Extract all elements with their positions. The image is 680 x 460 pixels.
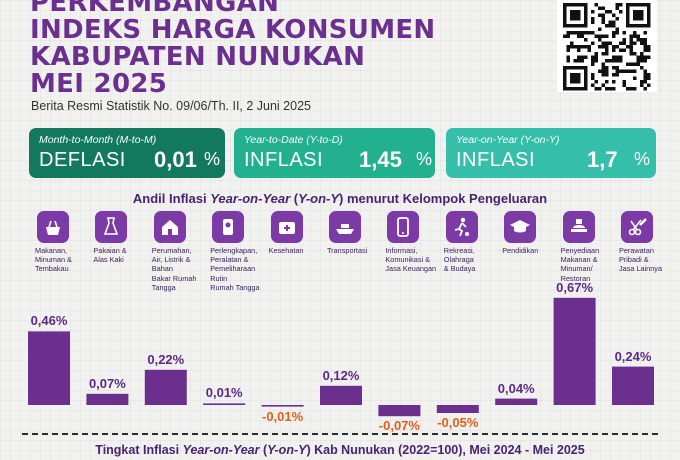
value-label: -0,01% [261,408,304,424]
bar-7 [378,405,421,417]
title-line: KABUPATEN NUNUKAN [30,42,366,72]
category-label: Perawatan Pribadi & Jasa Lainnya [619,246,663,274]
value-label: 0,22% [147,351,185,367]
category-label: Transportasi [327,246,368,255]
footer-title-part: ) Kab Nunukan (2022=100), Mei 2024 - Mei… [306,443,585,457]
bar-9 [495,398,538,405]
category-label: Perlengkapan, Peralatan & Pemeliharaan Ruti… [210,246,260,292]
footer-title: Tingkat Inflasi Year-on-Year (Y-on-Y) Ka… [0,443,680,457]
restaurant-icon [562,211,595,243]
category-label: Kesehatan [268,246,304,255]
report-subtitle: Berita Resmi Statistik No. 09/06/Th. II,… [31,99,311,113]
value-label: -0,07% [378,418,420,434]
category-label: Informasi, Komunikasi & Jasa Keuangan [385,246,437,274]
page-title: PERKEMBANGAN INDEKS HARGA KONSUMEN KABUP… [30,0,436,98]
qr-code-icon[interactable] [557,0,657,92]
category-label: Rekreasi, Olahraga & Budaya [443,246,476,274]
value-label: -0,05% [437,415,479,430]
scissors-comb-icon [621,211,653,243]
bar-2 [86,393,129,405]
value-label: 0,12% [322,367,360,383]
card-unit: % [634,149,651,169]
chart-title-part: Andil Inflasi [132,191,211,206]
dress-icon [95,211,128,243]
footer-title-part: ( [259,443,268,457]
title-line: MEI 2025 [30,69,168,99]
category-label: Pendidikan [502,246,539,255]
ship-icon [329,211,361,243]
footer-title-part: Y-on-Y [267,443,307,457]
value-label: 0,04% [497,380,535,396]
card-caption: Year-on-Year (Y-on-Y) [456,134,560,146]
bar-3 [144,369,187,405]
house-icon [153,211,186,243]
card-unit: % [416,149,433,169]
card-kind: INFLASI [456,149,536,171]
card-kind: INFLASI [244,149,324,171]
category-label: Penyediaan Makanan & Minuman/Restoran [560,246,600,283]
chart-title-part: Year-on-Year [210,191,291,206]
value-label: 0,46% [30,313,68,329]
card-unit: % [204,149,221,169]
card-value: 0,01 [154,147,197,172]
footer-title-part: Tingkat Inflasi [95,443,183,457]
category-label: Makanan, Minuman & Tembakau [35,246,72,274]
bar-6 [320,385,362,405]
chart-title-part: Y-on-Y [298,191,340,206]
card-caption: Month-to-Month (M-to-M) [39,134,157,146]
card-kind: DEFLASI [39,149,126,171]
bar-10 [553,297,596,405]
card-value: 1,45 [359,147,402,172]
bar-8 [436,405,479,413]
graduation-icon [504,211,537,243]
title-line: PERKEMBANGAN [30,0,280,18]
smartphone-icon [387,211,420,243]
medical-kit-icon [270,211,303,243]
bar-1 [28,331,70,405]
bar-4 [203,403,246,405]
chart-title-part: ( [290,191,299,206]
card-caption: Year-to-Date (Y-to-D) [244,134,343,146]
value-label: 0,67% [556,279,594,295]
value-label: 0,07% [88,375,126,391]
bar-5 [261,405,304,407]
category-label: Perumahan, Air, Listrik & Bahan Bakar Rumah… [151,246,197,292]
category-label: Pakaian & Alas Kaki [93,246,127,265]
title-line: INDEKS HARGA KONSUMEN [30,15,436,45]
card-value: 1,7 [587,147,618,172]
chart-title: Andil Inflasi Year-on-Year (Y-on-Y) menu… [0,191,680,206]
chart-title-part: ) menurut Kelompok Pengeluaran [339,191,548,206]
value-label: 0,01% [205,385,243,401]
yoy-card: Year-on-Year (Y-on-Y) INFLASI 1,7 % [446,128,656,178]
ytd-card: Year-to-Date (Y-to-D) INFLASI 1,45 % [234,128,435,178]
value-label: 0,24% [614,348,652,364]
soccer-player-icon [445,211,478,243]
mtm-card: Month-to-Month (M-to-M) DEFLASI 0,01 % [29,128,225,178]
bar-11 [612,366,654,405]
footer-title-part: Year-on-Year [182,443,260,457]
food-basket-icon [37,211,69,243]
appliance-icon [212,211,245,243]
